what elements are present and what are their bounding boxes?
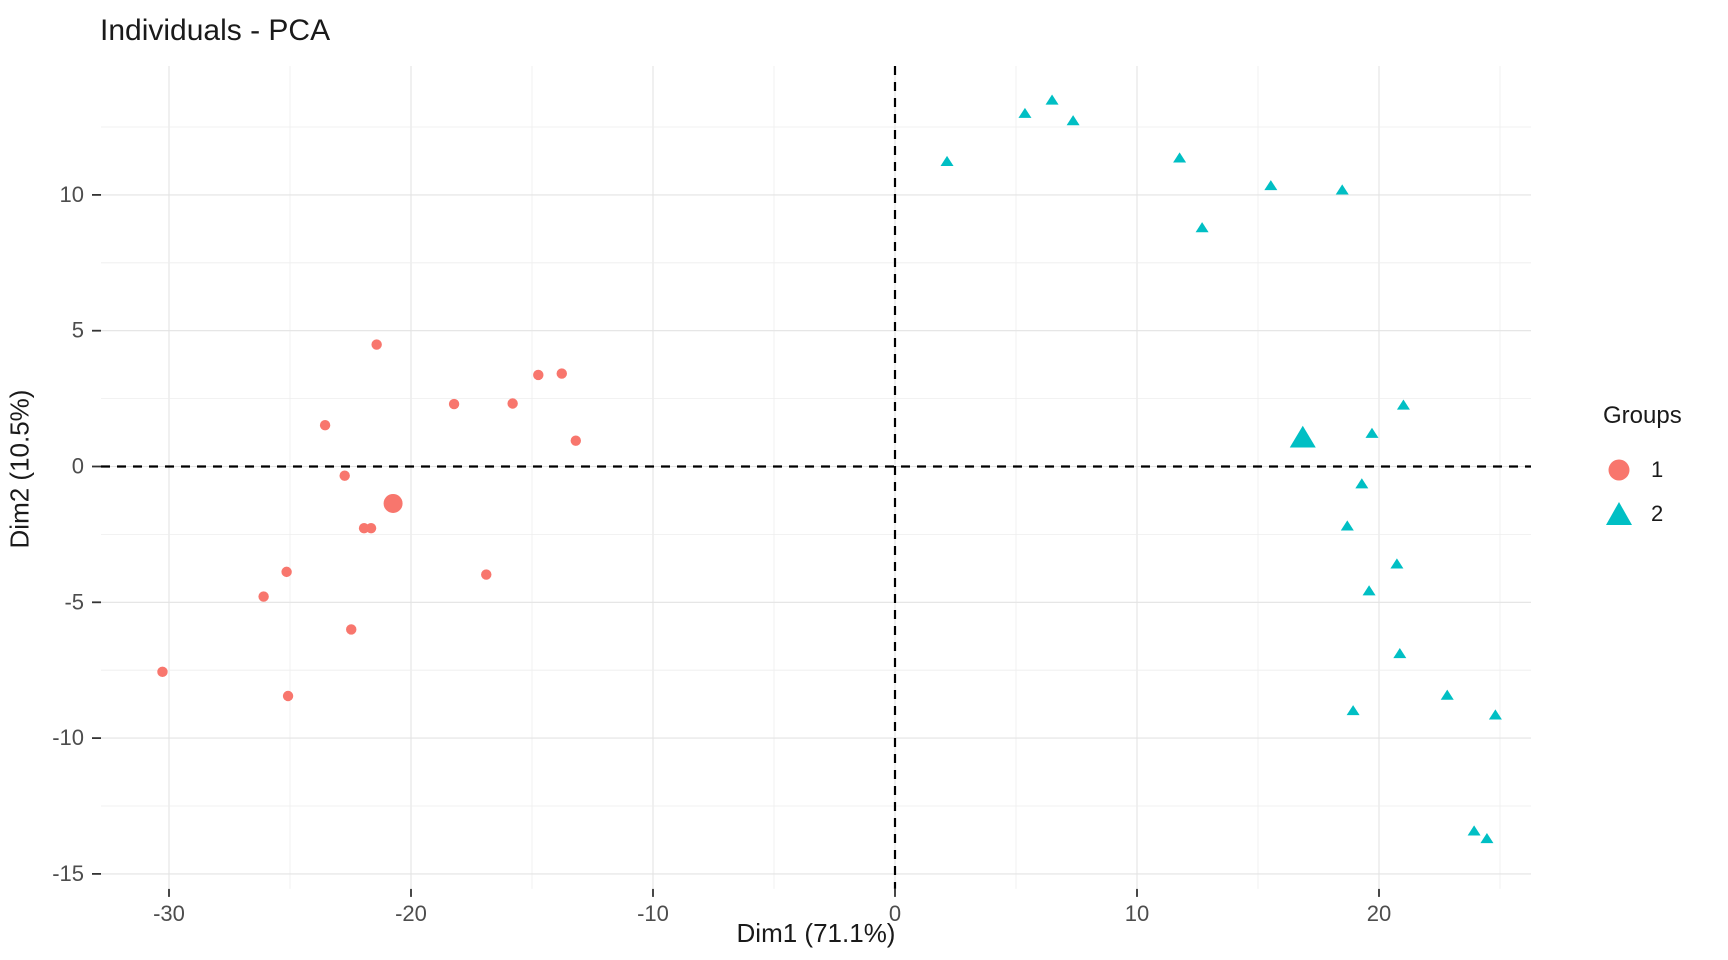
svg-text:10: 10: [60, 182, 84, 207]
svg-text:0: 0: [72, 454, 84, 479]
svg-text:-15: -15: [52, 861, 84, 886]
svg-text:-10: -10: [52, 725, 84, 750]
svg-text:5: 5: [72, 318, 84, 343]
svg-text:-5: -5: [64, 589, 84, 614]
